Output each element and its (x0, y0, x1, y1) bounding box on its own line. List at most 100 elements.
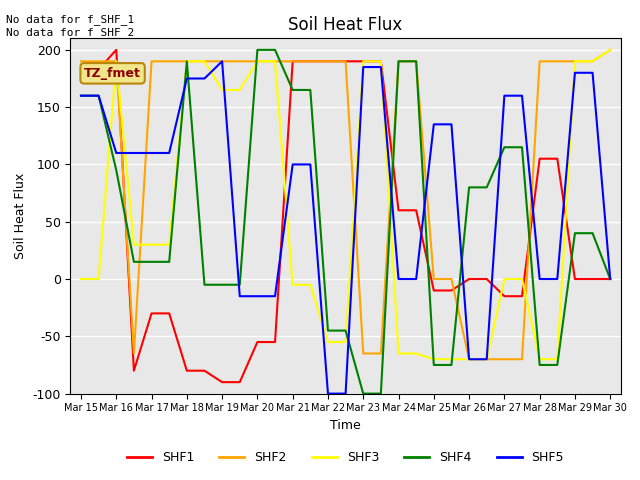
SHF3 (77, 276, 85, 282)
SHF1 (377, 59, 385, 64)
SHF1 (253, 339, 261, 345)
SHF3 (571, 59, 579, 64)
Line: SHF2: SHF2 (81, 50, 610, 359)
SHF2 (554, 59, 561, 64)
SHF3 (218, 87, 226, 93)
SHF2 (360, 350, 367, 356)
SHF5 (148, 150, 156, 156)
SHF2 (200, 59, 208, 64)
SHF1 (554, 156, 561, 162)
SHF4 (253, 47, 261, 53)
SHF4 (77, 93, 85, 98)
SHF1 (130, 368, 138, 373)
SHF5 (536, 276, 543, 282)
SHF5 (200, 76, 208, 82)
SHF3 (554, 356, 561, 362)
SHF1 (483, 276, 491, 282)
SHF2 (289, 59, 296, 64)
SHF3 (412, 350, 420, 356)
SHF5 (307, 162, 314, 168)
SHF2 (500, 356, 508, 362)
SHF3 (253, 59, 261, 64)
SHF2 (342, 59, 349, 64)
SHF1 (95, 66, 102, 72)
SHF3 (447, 356, 455, 362)
SHF4 (395, 59, 403, 64)
SHF1 (113, 47, 120, 53)
Legend: SHF1, SHF2, SHF3, SHF4, SHF5: SHF1, SHF2, SHF3, SHF4, SHF5 (122, 446, 569, 469)
SHF5 (236, 293, 244, 299)
SHF4 (412, 59, 420, 64)
SHF3 (518, 276, 526, 282)
SHF1 (236, 379, 244, 385)
SHF2 (395, 59, 403, 64)
SHF3 (324, 339, 332, 345)
SHF5 (130, 150, 138, 156)
SHF2 (571, 59, 579, 64)
SHF2 (518, 356, 526, 362)
SHF3 (589, 59, 596, 64)
SHF1 (271, 339, 279, 345)
SHF4 (500, 144, 508, 150)
SHF5 (342, 391, 349, 396)
SHF2 (95, 59, 102, 64)
SHF2 (589, 59, 596, 64)
SHF5 (183, 76, 191, 82)
SHF2 (465, 356, 473, 362)
SHF3 (377, 59, 385, 64)
Line: SHF3: SHF3 (81, 50, 610, 359)
SHF5 (95, 93, 102, 98)
SHF2 (165, 59, 173, 64)
SHF2 (236, 59, 244, 64)
SHF3 (465, 356, 473, 362)
SHF3 (395, 350, 403, 356)
X-axis label: Time: Time (330, 419, 361, 432)
SHF3 (342, 339, 349, 345)
SHF4 (95, 93, 102, 98)
SHF4 (130, 259, 138, 264)
SHF3 (500, 276, 508, 282)
SHF5 (606, 276, 614, 282)
SHF5 (324, 391, 332, 396)
SHF1 (571, 276, 579, 282)
SHF3 (95, 276, 102, 282)
SHF4 (165, 259, 173, 264)
SHF3 (430, 356, 438, 362)
SHF5 (218, 59, 226, 64)
SHF2 (606, 47, 614, 53)
SHF3 (606, 47, 614, 53)
SHF5 (500, 93, 508, 98)
SHF5 (165, 150, 173, 156)
SHF4 (536, 362, 543, 368)
SHF3 (113, 59, 120, 64)
SHF4 (606, 276, 614, 282)
SHF1 (589, 276, 596, 282)
SHF2 (307, 59, 314, 64)
SHF1 (360, 59, 367, 64)
SHF4 (465, 184, 473, 190)
Line: SHF4: SHF4 (81, 50, 610, 394)
SHF5 (377, 64, 385, 70)
SHF5 (360, 64, 367, 70)
SHF1 (77, 66, 85, 72)
SHF4 (483, 184, 491, 190)
SHF5 (483, 356, 491, 362)
SHF5 (395, 276, 403, 282)
SHF3 (289, 282, 296, 288)
SHF1 (536, 156, 543, 162)
SHF3 (165, 242, 173, 248)
SHF5 (77, 93, 85, 98)
SHF5 (589, 70, 596, 76)
SHF4 (271, 47, 279, 53)
SHF3 (183, 59, 191, 64)
SHF3 (483, 356, 491, 362)
SHF2 (377, 350, 385, 356)
SHF2 (536, 59, 543, 64)
SHF1 (183, 368, 191, 373)
SHF1 (289, 59, 296, 64)
Text: No data for f_SHF_1
No data for f_SHF_2: No data for f_SHF_1 No data for f_SHF_2 (6, 14, 134, 38)
SHF4 (113, 168, 120, 173)
SHF1 (200, 368, 208, 373)
SHF3 (236, 87, 244, 93)
SHF1 (606, 276, 614, 282)
